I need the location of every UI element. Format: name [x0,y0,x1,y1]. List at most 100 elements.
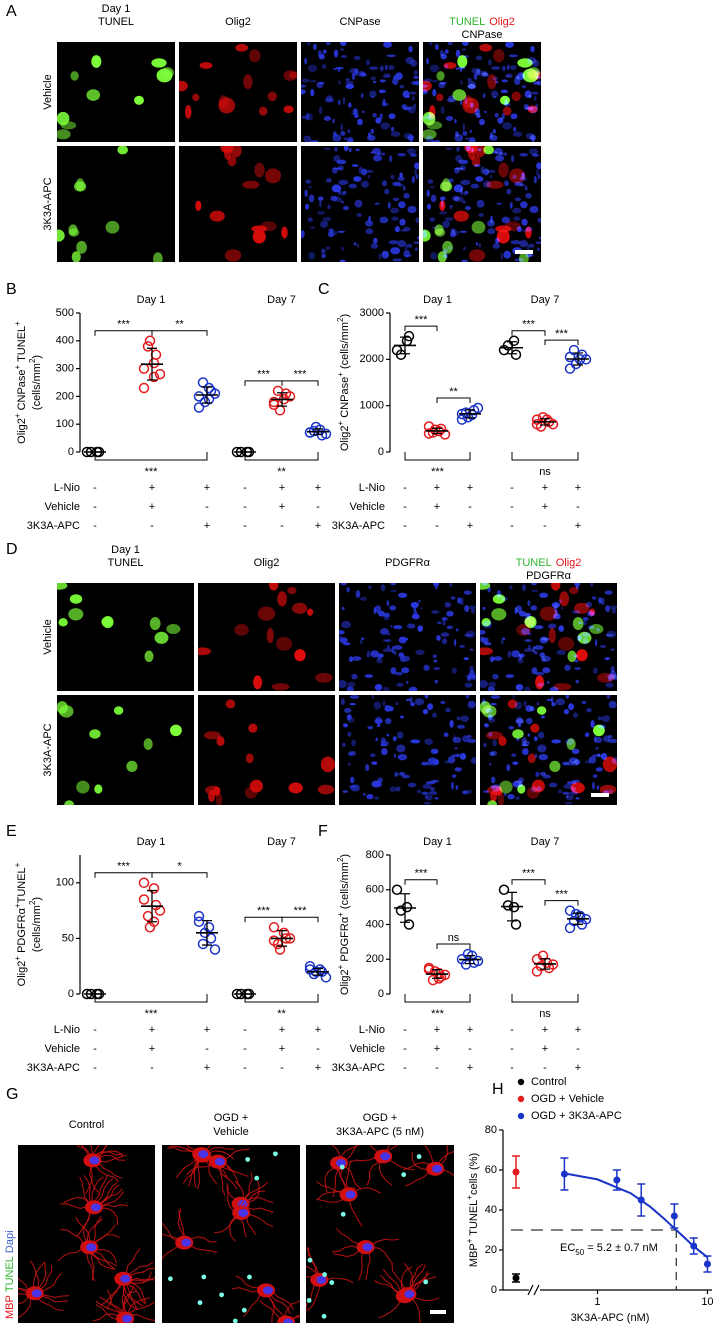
stain-blue [538,753,549,761]
stain-blue [607,738,617,744]
stain-green [549,760,561,772]
stain-blue [537,217,541,224]
stain-blue [398,201,406,209]
stain-blue [382,639,390,642]
stain-blue [582,616,589,621]
stain-blue [455,49,461,58]
significance-label: *** [117,861,131,873]
stain-blue [507,793,515,800]
stain-blue [470,183,480,189]
label-text: (cells/mm [339,322,351,372]
stain-blue [499,152,503,156]
stain-red [498,162,509,178]
table-row-label: Vehicle [45,1043,80,1055]
stain-blue [427,757,437,764]
scale-bar [591,793,609,797]
stain-blue [444,601,452,608]
stain-green [483,146,494,155]
table-sign: - [280,520,284,532]
stain-blue [525,639,533,643]
stain-red [509,168,526,184]
stain-blue [514,607,518,614]
stain-blue [365,59,371,66]
table-sign: + [467,482,473,494]
stain-blue [538,236,541,240]
stain-red [320,756,335,773]
stain-blue [501,639,504,645]
stain-blue [511,753,517,757]
stain-blue [521,584,527,592]
table-sign: - [243,482,247,494]
stain-blue [450,228,456,233]
stain-blue [370,128,375,134]
stain-blue [342,190,347,195]
significance-bracket [94,872,153,878]
stain-blue [447,756,456,764]
nucleus [238,1208,249,1217]
data-point [272,385,284,397]
stain-blue [368,585,372,590]
stain-green [68,228,80,237]
stain-blue [609,605,617,610]
stain-blue [320,220,328,228]
stain-blue [305,203,310,210]
stain-blue [454,118,457,124]
table-sign: + [279,501,285,513]
stain-blue [427,179,434,184]
stain-blue [341,620,352,629]
stain-blue [515,796,520,800]
stain-blue [426,57,429,65]
table-sign: - [243,520,247,532]
nucleus [316,1275,327,1284]
stain-blue [467,673,476,680]
stain-blue [411,95,415,102]
merge-channel: TUNEL [449,16,485,28]
stain-blue [342,641,351,646]
stain-red [525,226,532,239]
stain-blue [423,664,430,671]
table-row-label: L-Nio [54,482,80,494]
significance-bracket [94,452,208,461]
significance-label: ns [448,932,460,944]
label-text: TUNEL [16,867,28,903]
micrograph [423,146,541,262]
stain-name: TUNEL [4,1256,16,1292]
stain-blue [514,780,523,783]
stain-blue [440,106,445,115]
stain-blue [590,583,594,588]
stain-blue [351,164,359,167]
stain-blue [430,779,440,783]
stain-green [441,178,451,192]
stain-blue [427,703,434,711]
stain-blue [469,129,472,134]
y-axis-label: Olig2+ PDGFRα+ (cells/mm2) [336,854,351,995]
stain-blue [399,229,408,232]
data-point [144,335,156,347]
stain-blue [532,646,536,654]
stain-blue [480,637,489,643]
stain-blue [457,597,461,604]
stain-blue [489,762,492,766]
stain-blue [428,791,438,795]
superscript: + [13,862,22,867]
group-label: Day 1 [137,836,166,848]
table-sign: + [204,520,210,532]
stain-red [589,608,596,616]
stain-blue [334,146,338,152]
stain-blue [536,701,540,706]
stain-blue [464,682,473,688]
stain-blue [535,241,541,244]
stain-blue [377,152,381,156]
stain-blue [561,607,564,610]
stain-green [117,146,128,155]
stain-green [577,631,592,644]
stain-green [491,608,507,621]
stain-blue [416,236,419,240]
channel-label: Olig2 [254,557,280,569]
stain-blue [438,211,448,215]
stain-blue [508,725,515,730]
stain-blue [386,600,390,607]
tunel-dot [401,1172,407,1178]
stain-blue [333,49,339,58]
stain-blue [421,761,428,766]
